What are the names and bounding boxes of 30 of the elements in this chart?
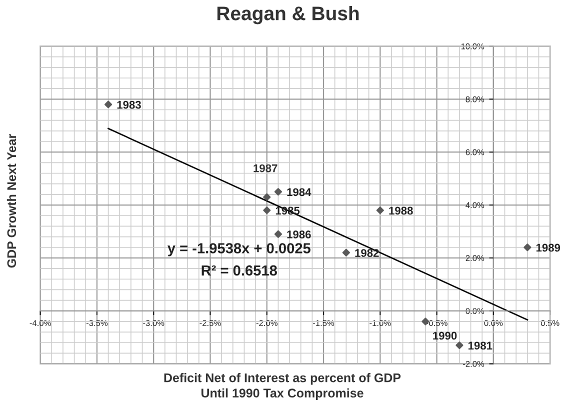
x-tick-label: -4.0%	[30, 320, 51, 326]
point	[456, 341, 464, 350]
y-tick-label: 8.0%	[466, 96, 484, 102]
point	[342, 248, 350, 256]
x-axis-title: Deficit Net of Interest as percent of GDP Until 1990 Tax Compromise	[164, 373, 401, 400]
annotation: 1989	[536, 244, 560, 252]
point	[274, 230, 282, 238]
chart-title: Reagan & Bush	[217, 6, 359, 24]
annotation: 1988	[389, 206, 413, 215]
point	[524, 244, 532, 252]
annotation: R² = 0.6518	[202, 265, 277, 276]
y-tick-label: 4.0%	[466, 202, 484, 208]
y-tick-label: -2.0%	[463, 361, 484, 367]
annotation: 1987	[254, 164, 278, 172]
annotation: 1982	[355, 249, 379, 257]
point	[274, 188, 282, 196]
annotation: y = -1.9538x + 0.0025	[167, 243, 310, 256]
y-tick-label: 2.0%	[466, 255, 484, 262]
point	[104, 100, 112, 108]
point	[376, 206, 384, 214]
annotation: 1990	[433, 332, 457, 340]
y-axis-title: GDP Growth Next Year	[6, 134, 16, 268]
annotation: 1986	[287, 230, 311, 238]
y-tick-label: 6.0%	[466, 149, 484, 156]
x-tick-label: -0.5%	[426, 320, 448, 326]
annotation: 1984	[287, 188, 312, 196]
annotation: 1981	[468, 342, 492, 350]
point	[263, 206, 271, 214]
point	[263, 193, 271, 201]
annotation: 1983	[117, 100, 141, 109]
